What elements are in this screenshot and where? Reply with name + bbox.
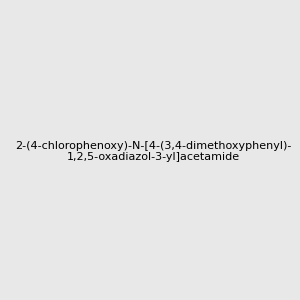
Text: 2-(4-chlorophenoxy)-N-[4-(3,4-dimethoxyphenyl)-
1,2,5-oxadiazol-3-yl]acetamide: 2-(4-chlorophenoxy)-N-[4-(3,4-dimethoxyp… [16,141,292,162]
